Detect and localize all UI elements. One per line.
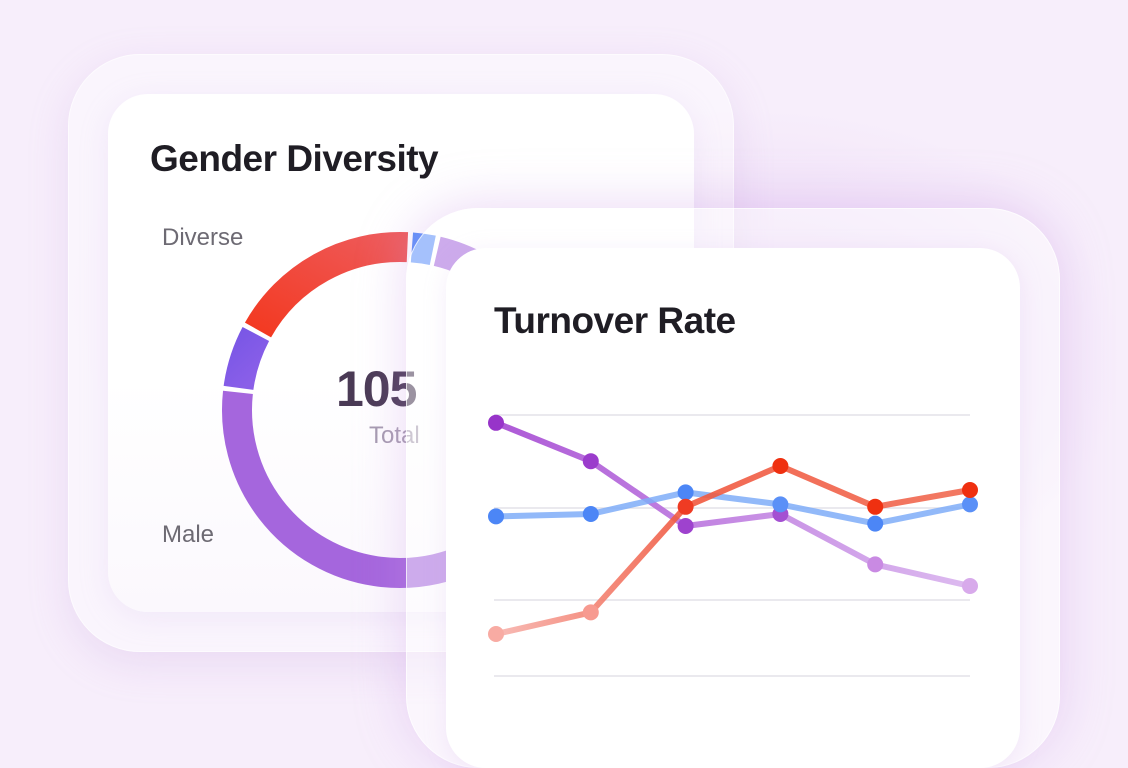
data-point <box>488 508 504 525</box>
data-point <box>677 518 694 534</box>
turnover-card-title: Turnover Rate <box>494 300 736 341</box>
data-point <box>488 414 504 431</box>
data-point <box>962 578 978 594</box>
series-line <box>493 489 973 527</box>
data-point <box>962 496 978 513</box>
donut-slice <box>244 232 409 338</box>
donut-slice <box>223 326 270 391</box>
gender-card-title: Gender Diversity <box>150 138 439 179</box>
data-point <box>488 626 504 642</box>
legend-label-male: Male <box>162 521 215 548</box>
data-point <box>772 458 789 474</box>
data-point <box>677 498 694 515</box>
series-line <box>493 463 973 637</box>
data-point <box>772 496 789 513</box>
donut-center-caption: Total <box>369 422 420 449</box>
legend-label-diverse: Diverse <box>162 224 244 251</box>
data-point <box>962 482 978 498</box>
data-point <box>582 453 599 470</box>
line-chart <box>488 414 978 677</box>
data-point <box>867 556 884 573</box>
turnover-rate-card: Turnover Rate <box>446 248 1020 768</box>
data-point <box>677 484 694 501</box>
data-point <box>582 604 599 621</box>
data-point <box>867 498 884 515</box>
series-line <box>493 419 973 589</box>
data-point <box>867 515 884 532</box>
donut-center-value: 105 <box>336 361 417 417</box>
donut-slice <box>410 232 436 266</box>
data-point <box>582 506 599 522</box>
